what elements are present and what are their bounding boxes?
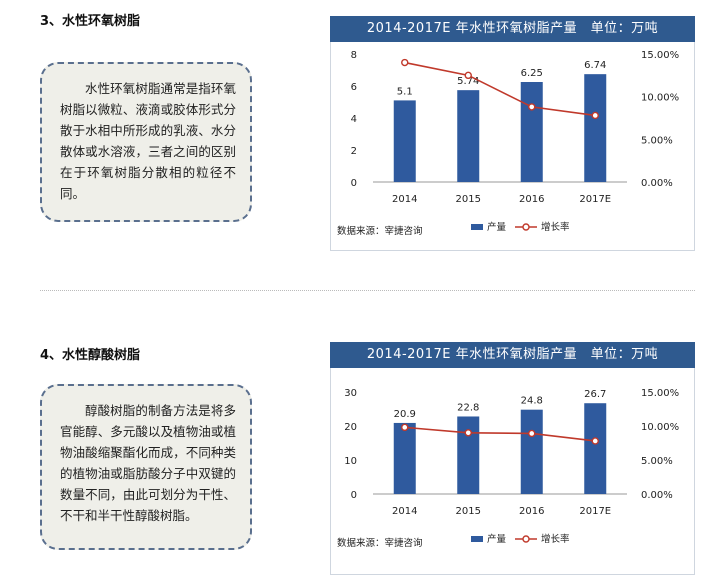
bar: [520, 409, 543, 494]
y2-tick-label: 15.00%: [641, 388, 679, 399]
y-tick-label: 0: [351, 490, 357, 501]
data-label: 20.9: [394, 409, 416, 420]
y2-tick-label: 0.00%: [641, 490, 673, 501]
bar: [457, 90, 480, 182]
y2-tick-label: 5.00%: [641, 456, 673, 467]
y2-tick-label: 10.00%: [641, 422, 679, 433]
x-tick-label: 2017E: [579, 506, 611, 517]
legend-swatch-bar: [471, 224, 483, 230]
x-tick-label: 2014: [392, 506, 417, 517]
legend-swatch-bar: [471, 536, 483, 542]
data-label: 26.7: [584, 389, 606, 400]
y2-tick-label: 0.00%: [641, 178, 673, 189]
description-text: 水性环氧树脂通常是指环氧树脂以微粒、液滴或胶体形式分散于水相中所形成的乳液、水分…: [60, 81, 236, 201]
y2-tick-label: 10.00%: [641, 93, 679, 104]
growth-rate-point: [591, 437, 599, 445]
bar: [584, 403, 607, 494]
y-tick-label: 4: [351, 114, 357, 125]
growth-rate-line: [404, 426, 596, 442]
chart-svg: 0 2 4 6 8 0.00% 5.00% 10.00% 15.00% 5.1 2014 5.74 20…: [337, 50, 679, 237]
growth-rate-point: [401, 58, 409, 67]
growth-rate-point: [464, 71, 472, 80]
y2-tick-label: 5.00%: [641, 135, 673, 146]
y-tick-label: 6: [351, 82, 357, 93]
chart-title: 2014-2017E 年水性环氧树脂产量 单位：万吨: [330, 16, 695, 42]
legend-label-output: 产量: [487, 533, 507, 545]
bar: [457, 416, 480, 494]
x-tick-label: 2015: [456, 194, 481, 205]
chart-panel-2: 2014-2017E 年水性环氧树脂产量 单位：万吨 0 10 20 30 0.00% 5…: [330, 342, 695, 575]
data-label: 6.74: [584, 60, 606, 71]
x-tick-label: 2016: [519, 506, 544, 517]
y-tick-label: 20: [344, 422, 357, 433]
chart-body: 0 10 20 30 0.00% 5.00% 10.00% 15.00% 20.9 2014 22.…: [330, 368, 695, 575]
x-tick-label: 2015: [456, 506, 481, 517]
data-source: 数据来源：宰捷咨询: [337, 225, 423, 237]
x-tick-label: 2014: [392, 194, 417, 205]
section-divider: [40, 290, 695, 291]
legend-swatch-point: [522, 223, 530, 231]
bar: [584, 74, 607, 182]
x-tick-label: 2017E: [579, 194, 611, 205]
y2-tick-label: 15.00%: [641, 50, 679, 61]
description-text: 醇酸树脂的制备方法是将多官能醇、多元酸以及植物油或植物油酸缩聚酯化而成，不同种类…: [60, 403, 236, 523]
bar: [520, 82, 543, 182]
description-box-waterborne-alkyd: 醇酸树脂的制备方法是将多官能醇、多元酸以及植物油或植物油酸缩聚酯化而成，不同种类…: [40, 384, 252, 550]
section-heading-waterborne-alkyd: 4、水性醇酸树脂: [40, 348, 141, 363]
y-tick-label: 2: [351, 146, 357, 157]
data-label: 22.8: [457, 402, 479, 413]
data-source: 数据来源：宰捷咨询: [337, 537, 423, 549]
chart-svg: 0 10 20 30 0.00% 5.00% 10.00% 15.00% 20.9 2014 22.…: [337, 388, 679, 549]
growth-rate-point: [528, 103, 536, 111]
growth-rate-point: [528, 429, 536, 438]
legend-label-growth: 增长率: [541, 221, 570, 233]
legend-label-growth: 增长率: [541, 533, 570, 545]
growth-rate-line: [404, 61, 596, 117]
legend-swatch-point: [522, 535, 530, 543]
data-label: 6.25: [521, 68, 543, 79]
x-tick-label: 2016: [519, 194, 544, 205]
description-box-waterborne-epoxy: 水性环氧树脂通常是指环氧树脂以微粒、液滴或胶体形式分散于水相中所形成的乳液、水分…: [40, 62, 252, 222]
y-tick-label: 8: [351, 50, 357, 61]
bar: [393, 422, 416, 494]
bar: [393, 100, 416, 182]
y-tick-label: 0: [351, 178, 357, 189]
data-label: 5.74: [457, 76, 479, 87]
chart-title: 2014-2017E 年水性环氧树脂产量 单位：万吨: [330, 342, 695, 368]
chart-panel-1: 2014-2017E 年水性环氧树脂产量 单位：万吨 0 2 4 6 8 0.00% 5.0…: [330, 16, 695, 251]
legend-label-output: 产量: [487, 221, 507, 233]
chart-body: 0 2 4 6 8 0.00% 5.00% 10.00% 15.00% 5.1 2014 5.74 20…: [330, 42, 695, 251]
y-tick-label: 30: [344, 388, 357, 399]
section-heading-waterborne-epoxy: 3、水性环氧树脂: [40, 14, 141, 29]
growth-rate-point: [591, 111, 599, 120]
y-tick-label: 10: [344, 456, 357, 467]
data-label: 5.1: [397, 86, 413, 97]
growth-rate-point: [401, 423, 409, 432]
data-label: 24.8: [521, 396, 543, 407]
growth-rate-point: [464, 429, 472, 437]
